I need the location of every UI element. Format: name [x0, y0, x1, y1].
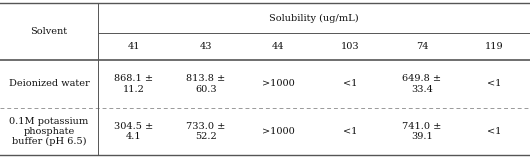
Text: 119: 119: [485, 42, 504, 51]
Text: 649.8 ±
33.4: 649.8 ± 33.4: [402, 74, 441, 94]
Text: 44: 44: [272, 42, 284, 51]
Text: 813.8 ±
60.3: 813.8 ± 60.3: [187, 74, 226, 94]
Text: <1: <1: [343, 127, 357, 136]
Text: 41: 41: [128, 42, 140, 51]
Text: >1000: >1000: [262, 79, 294, 89]
Text: 741.0 ±
39.1: 741.0 ± 39.1: [402, 122, 441, 141]
Text: <1: <1: [487, 79, 501, 89]
Text: Solvent: Solvent: [30, 27, 68, 36]
Text: Solubility (ug/mL): Solubility (ug/mL): [269, 14, 359, 23]
Text: 304.5 ±
4.1: 304.5 ± 4.1: [114, 122, 154, 141]
Text: 868.1 ±
11.2: 868.1 ± 11.2: [114, 74, 154, 94]
Text: 733.0 ±
52.2: 733.0 ± 52.2: [187, 122, 226, 141]
Text: <1: <1: [343, 79, 357, 89]
Text: 0.1M potassium
phosphate
buffer (pH 6.5): 0.1M potassium phosphate buffer (pH 6.5): [10, 116, 89, 146]
Text: >1000: >1000: [262, 127, 294, 136]
Text: 74: 74: [416, 42, 428, 51]
Text: <1: <1: [487, 127, 501, 136]
Text: 43: 43: [200, 42, 213, 51]
Text: 103: 103: [341, 42, 359, 51]
Text: Deionized water: Deionized water: [8, 79, 90, 89]
